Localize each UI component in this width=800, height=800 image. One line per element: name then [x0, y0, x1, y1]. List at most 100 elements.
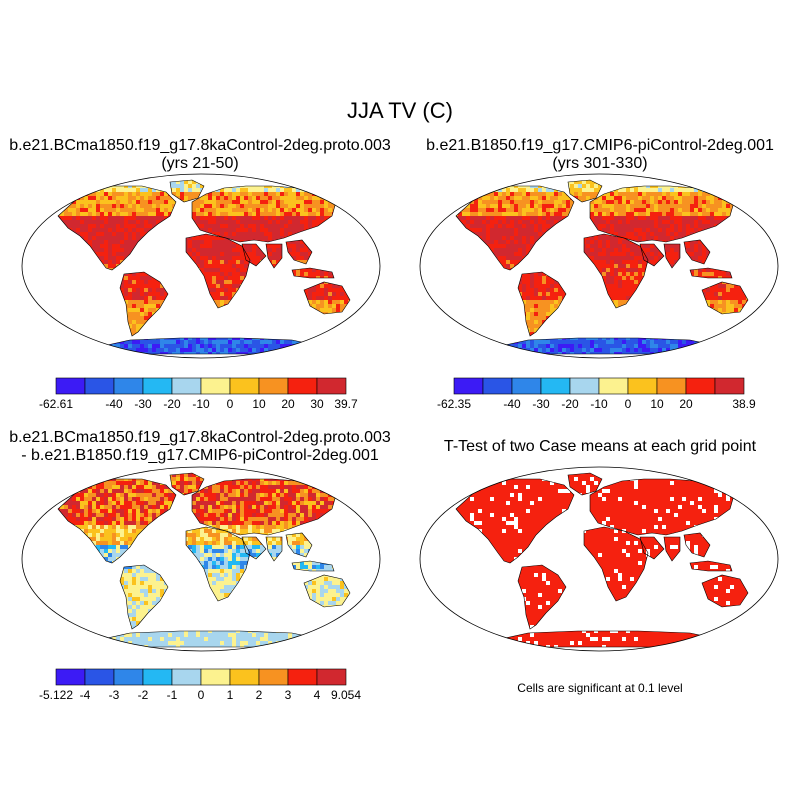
- colorbar-tick-label: 0: [227, 397, 234, 411]
- colorbar-tick-label: 38.9: [732, 397, 756, 411]
- panel-title-case2: b.e21.B1850.f19_g17.CMIP6-piControl-2deg…: [400, 137, 800, 173]
- colorbar-swatch: [714, 377, 745, 395]
- map-diff: [20, 465, 382, 653]
- globe-border: [21, 173, 381, 359]
- map-case1: [20, 172, 382, 360]
- coastline-au: [303, 281, 351, 315]
- panel-title-line2: (yrs 301-330): [552, 155, 648, 172]
- colorbar-tick-label: 30: [310, 397, 324, 411]
- colorbar-tick-label: -30: [134, 397, 152, 411]
- colorbar-tick-label: 1: [227, 688, 234, 702]
- coastline-na: [455, 478, 575, 564]
- panel-title-line1: b.e21.BCma1850.f19_g17.8kaControl-2deg.p…: [9, 137, 391, 154]
- panel-title-line2: - b.e21.B1850.f19_g17.CMIP6-piControl-2d…: [21, 447, 379, 464]
- coastline-af: [185, 233, 251, 309]
- coastline-au: [701, 574, 749, 608]
- colorbar-swatch: [142, 377, 173, 395]
- coastline-an: [93, 630, 321, 648]
- coastline-af: [583, 526, 649, 602]
- globe-border: [21, 466, 381, 652]
- colorbar-tick-label: -40: [105, 397, 123, 411]
- coastline-sea: [285, 239, 313, 265]
- colorbar-swatch: [656, 377, 687, 395]
- significance-note: Cells are significant at 0.1 level: [517, 681, 683, 695]
- coastline-na: [57, 478, 177, 564]
- colorbar-tick-label: -1: [167, 688, 178, 702]
- panel-title-line1: T-Test of two Case means at each grid po…: [443, 438, 757, 455]
- panel-title-line1: b.e21.B1850.f19_g17.CMIP6-piControl-2deg…: [426, 137, 774, 154]
- colorbar-tick-label: 20: [679, 397, 693, 411]
- coastline-gr: [169, 472, 205, 496]
- colorbar-swatch: [511, 377, 542, 395]
- globe-border: [419, 466, 779, 652]
- colorbar-swatch: [453, 377, 484, 395]
- coastline-ind: [265, 536, 283, 562]
- coastline-ind: [663, 243, 681, 269]
- colorbar-case1: -62.61 -40 -30 -20 -10 0 10 20 30 39.7: [39, 377, 358, 411]
- colorbar-swatch: [171, 377, 202, 395]
- colorbar-swatch: [258, 377, 289, 395]
- map-ttest: [418, 465, 780, 653]
- colorbar-swatch: [316, 668, 347, 686]
- coastline-au: [701, 281, 749, 315]
- colorbar-tick-label: 9.054: [331, 688, 361, 702]
- colorbar-swatch: [113, 377, 144, 395]
- colorbar-tick-label: -30: [532, 397, 550, 411]
- figure-title: JJA TV (C): [347, 98, 453, 123]
- coastline-eu: [191, 185, 337, 243]
- colorbar-swatch: [55, 377, 86, 395]
- coastline-ins: [689, 267, 733, 279]
- colorbar-diff: -5.122 -4 -3 -2 -1 0 1 2 3 4 9.054: [39, 668, 361, 702]
- colorbar-case2: -62.35 -40 -30 -20 -10 0 10 20 38.9: [437, 377, 756, 411]
- colorbar-tick-label: 0: [625, 397, 632, 411]
- colorbar-swatch: [229, 668, 260, 686]
- colorbar-swatch: [113, 668, 144, 686]
- coastline-sa: [119, 564, 169, 630]
- globe-border: [419, 173, 779, 359]
- map-case2: [418, 172, 780, 360]
- colorbar-swatch: [598, 377, 629, 395]
- coastline-eu: [589, 185, 735, 243]
- panel-title-line1: b.e21.BCma1850.f19_g17.8kaControl-2deg.p…: [9, 429, 391, 446]
- colorbar-tick-label: -2: [138, 688, 149, 702]
- coastline-ar: [639, 536, 665, 560]
- coastline-ar: [241, 243, 267, 267]
- colorbar-swatch: [142, 668, 173, 686]
- colorbar-swatch: [569, 377, 600, 395]
- colorbar-swatch: [482, 377, 513, 395]
- colorbar-tick-label: 2: [256, 688, 263, 702]
- colorbar-tick-label: 39.7: [334, 397, 358, 411]
- colorbar-tick-label: 20: [281, 397, 295, 411]
- coastline-an: [491, 337, 719, 355]
- coastline-af: [185, 526, 251, 602]
- coastline-gr: [169, 179, 205, 203]
- colorbar-tick-label: -20: [561, 397, 579, 411]
- coastline-gr: [567, 179, 603, 203]
- colorbar-swatch: [171, 668, 202, 686]
- colorbar-tick-label: 10: [252, 397, 266, 411]
- coastline-af: [583, 233, 649, 309]
- colorbar-tick-label: 10: [650, 397, 664, 411]
- colorbar-swatch: [55, 668, 86, 686]
- colorbar-swatch: [316, 377, 347, 395]
- colorbar-tick-label: 0: [198, 688, 205, 702]
- coastline-ar: [639, 243, 665, 267]
- coastline-ar: [241, 536, 267, 560]
- panel-title-case1: b.e21.BCma1850.f19_g17.8kaControl-2deg.p…: [0, 137, 400, 173]
- coastline-na: [455, 185, 575, 271]
- colorbar-tick-label: -5.122: [39, 688, 73, 702]
- coastline-ind: [265, 243, 283, 269]
- coastline-ins: [291, 560, 335, 572]
- colorbar-swatch: [200, 377, 231, 395]
- coastline-na: [57, 185, 177, 271]
- coastline-sa: [119, 271, 169, 337]
- colorbar-swatch: [258, 668, 289, 686]
- coastline-sea: [683, 239, 711, 265]
- colorbar-tick-label: -4: [80, 688, 91, 702]
- colorbar-swatch: [84, 377, 115, 395]
- coastline-au: [303, 574, 351, 608]
- colorbar-swatch: [287, 668, 318, 686]
- colorbar-tick-label: -10: [590, 397, 608, 411]
- coastline-ins: [291, 267, 335, 279]
- coastline-sa: [517, 271, 567, 337]
